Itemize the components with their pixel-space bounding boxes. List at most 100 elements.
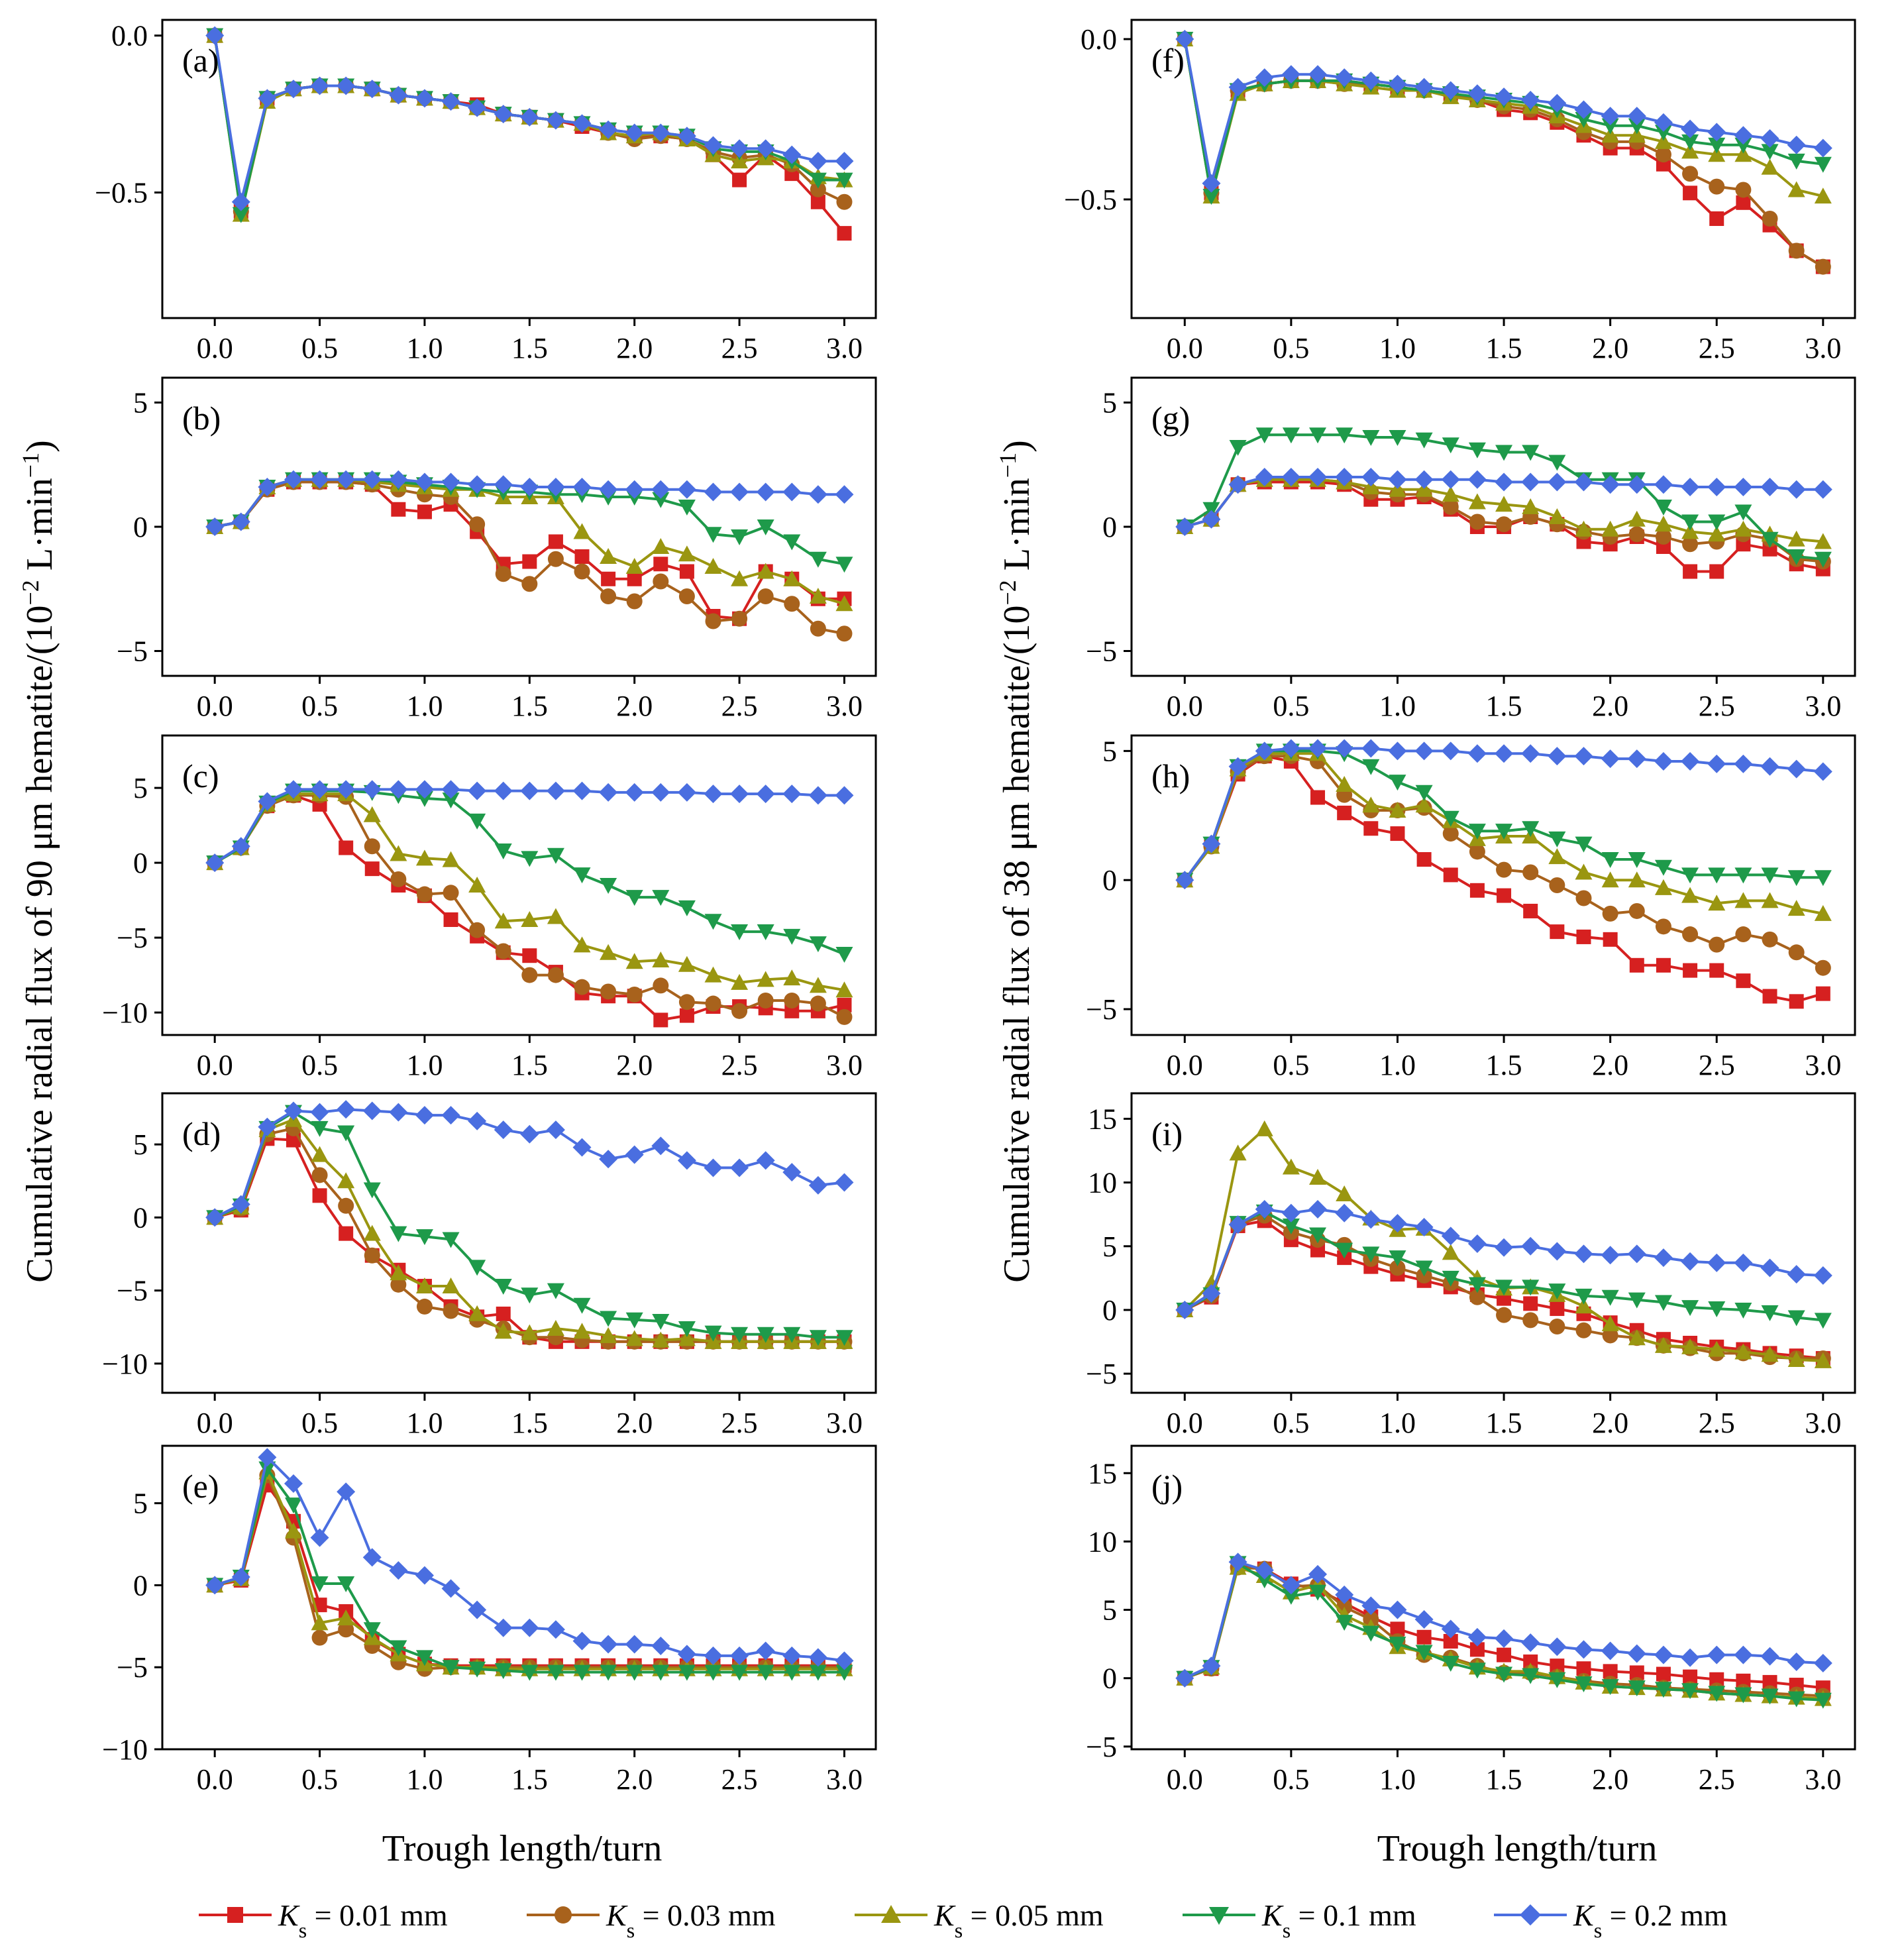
- series-ks-0-2-mm: [1175, 739, 1832, 890]
- series-line: [214, 794, 845, 1018]
- series-line: [214, 1484, 845, 1667]
- data-point: [1734, 137, 1752, 154]
- data-point: [1388, 1214, 1407, 1233]
- series-ks-0-03-mm: [1177, 748, 1831, 976]
- data-point: [547, 1283, 564, 1299]
- data-point: [653, 977, 669, 994]
- panel-frame: [161, 1444, 877, 1751]
- x-tick-label: 0.0: [1167, 690, 1203, 722]
- data-point: [389, 470, 408, 489]
- data-point: [1415, 1260, 1433, 1277]
- data-point: [1815, 258, 1831, 275]
- data-point: [756, 1641, 775, 1660]
- data-point: [1548, 1672, 1566, 1688]
- data-point: [441, 472, 460, 492]
- data-point: [1442, 810, 1459, 827]
- data-point: [520, 781, 539, 800]
- data-point: [1627, 475, 1646, 494]
- data-point: [337, 1125, 355, 1142]
- data-point: [1654, 475, 1673, 494]
- data-point: [1468, 824, 1486, 840]
- panel-label: (e): [182, 1468, 219, 1505]
- data-point: [835, 946, 853, 963]
- data-point: [625, 480, 644, 499]
- data-point: [205, 1576, 225, 1595]
- data-point: [1414, 741, 1434, 761]
- data-point: [1281, 468, 1300, 486]
- data-point: [1681, 119, 1700, 138]
- left-xlabel: Trough length/turn: [382, 1828, 662, 1869]
- data-point: [808, 152, 827, 171]
- data-point: [468, 813, 486, 830]
- data-point: [258, 1461, 276, 1478]
- data-point: [1390, 826, 1405, 842]
- panel-label: (i): [1151, 1115, 1183, 1152]
- data-point: [1522, 821, 1540, 838]
- data-point: [835, 981, 853, 998]
- data-point: [1654, 859, 1672, 876]
- data-point: [1734, 1687, 1752, 1704]
- data-point: [677, 480, 696, 499]
- data-point: [1467, 470, 1487, 489]
- data-point: [521, 1324, 539, 1340]
- data-point: [1522, 1279, 1540, 1296]
- data-point: [731, 973, 749, 990]
- data-point: [1523, 1296, 1538, 1311]
- data-point: [756, 1151, 775, 1170]
- series-ks-0-1-mm: [206, 783, 853, 963]
- data-point: [1787, 1691, 1805, 1708]
- data-point: [1814, 904, 1832, 921]
- data-point: [1736, 1673, 1751, 1688]
- x-tick-label: 1.5: [511, 1763, 548, 1796]
- data-point: [1281, 1576, 1300, 1595]
- data-point: [652, 538, 670, 554]
- data-point: [837, 226, 852, 241]
- panel-frame: [1130, 734, 1856, 1036]
- data-point: [1522, 445, 1540, 461]
- data-point: [1656, 957, 1671, 973]
- data-point: [548, 534, 563, 549]
- data-point: [231, 837, 250, 856]
- data-point: [363, 806, 381, 822]
- data-point: [1683, 963, 1698, 978]
- data-point: [547, 1319, 564, 1336]
- data-point: [1627, 107, 1646, 126]
- data-point: [704, 785, 723, 804]
- data-point: [627, 571, 642, 586]
- data-point: [782, 145, 802, 164]
- data-point: [1228, 475, 1247, 494]
- data-point: [1603, 932, 1618, 947]
- data-point: [1761, 892, 1779, 908]
- data-point: [1787, 900, 1805, 916]
- data-point: [1787, 759, 1806, 779]
- x-tick-label: 2.0: [1592, 1049, 1628, 1081]
- x-tick-label: 0.0: [197, 690, 233, 722]
- y-tick-label: −5: [117, 1275, 148, 1307]
- data-point: [1654, 1295, 1672, 1311]
- data-point: [808, 786, 827, 805]
- data-point: [1309, 1227, 1327, 1244]
- data-point: [600, 588, 617, 604]
- data-point: [1548, 1283, 1566, 1300]
- data-point: [205, 517, 225, 536]
- data-point: [1495, 744, 1514, 763]
- series-ks-0-01-mm: [1177, 32, 1830, 274]
- data-point: [1175, 1300, 1194, 1319]
- series-line: [214, 794, 845, 1022]
- data-point: [1707, 754, 1726, 773]
- data-point: [1548, 1242, 1567, 1261]
- panel-d: 0.0 0.5 1.0 1.5 2.0 2.5 3.0 5 0 −5 −10 (d): [102, 1092, 877, 1439]
- data-point: [1761, 1346, 1779, 1362]
- data-point: [1628, 902, 1645, 919]
- data-point: [364, 861, 380, 877]
- data-point: [652, 1664, 670, 1681]
- data-point: [442, 851, 460, 867]
- x-tick-label: 0.0: [1167, 332, 1203, 364]
- data-point: [653, 557, 668, 572]
- data-point: [1228, 78, 1247, 97]
- data-point: [1734, 146, 1752, 162]
- y-tick-label: 5: [1102, 387, 1117, 419]
- panel-frame: [1130, 19, 1856, 319]
- data-point: [1815, 959, 1831, 976]
- data-point: [1574, 1244, 1593, 1264]
